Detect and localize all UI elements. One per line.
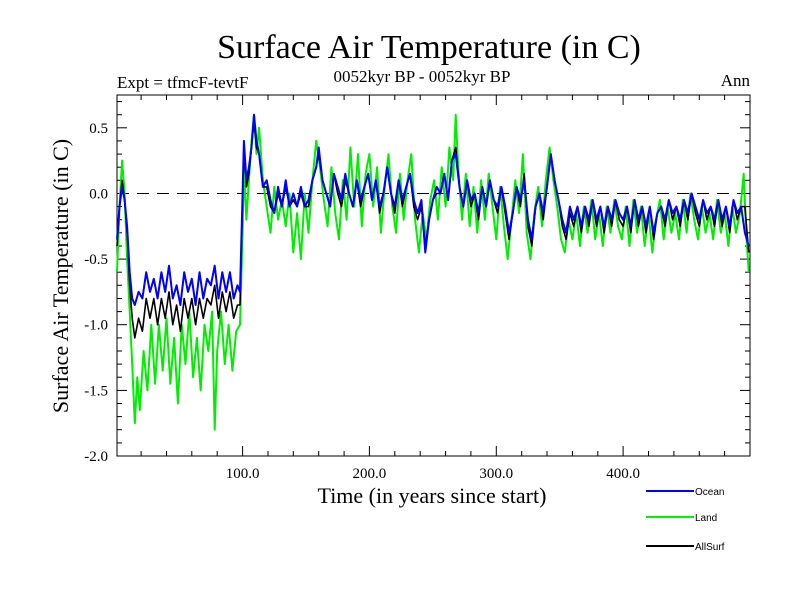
x-tick-label: 100.0 xyxy=(226,466,260,482)
legend-label-land: Land xyxy=(695,513,717,524)
y-tick-label: -0.5 xyxy=(84,252,108,268)
plot-frame xyxy=(116,94,751,457)
chart-title: Surface Air Temperature (in C) xyxy=(217,29,641,66)
y-tick-label: 0.5 xyxy=(89,121,108,137)
y-tick-label: -1.5 xyxy=(84,383,108,399)
series-line-ocean xyxy=(116,113,750,306)
y-tick-label: 0.0 xyxy=(89,187,108,203)
x-tick-label: 200.0 xyxy=(353,466,387,482)
axis-ticks: 100.0 200.0 300.0 400.0 -2.0 -1.5 -1.0 -0.5 0.0 0… xyxy=(84,95,750,482)
legend-label-ocean: Ocean xyxy=(695,487,724,498)
experiment-label: Expt = tfmcF-tevtF xyxy=(117,73,248,92)
series-lines xyxy=(116,113,750,431)
legend: Ocean Land AllSurf xyxy=(646,487,725,553)
chart-subtitle: 0052kyr BP - 0052kyr BP xyxy=(334,67,511,86)
y-tick-label: -1.0 xyxy=(84,318,108,334)
legend-label-allsurf: AllSurf xyxy=(695,542,725,553)
y-tick-label: -2.0 xyxy=(84,449,108,465)
y-axis-label: Surface Air Temperature (in C) xyxy=(48,139,73,413)
x-tick-label: 400.0 xyxy=(606,466,640,482)
x-tick-label: 300.0 xyxy=(479,466,513,482)
season-label: Ann xyxy=(721,71,751,90)
series-line-land xyxy=(116,113,750,431)
x-axis-label: Time (in years since start) xyxy=(318,483,547,508)
